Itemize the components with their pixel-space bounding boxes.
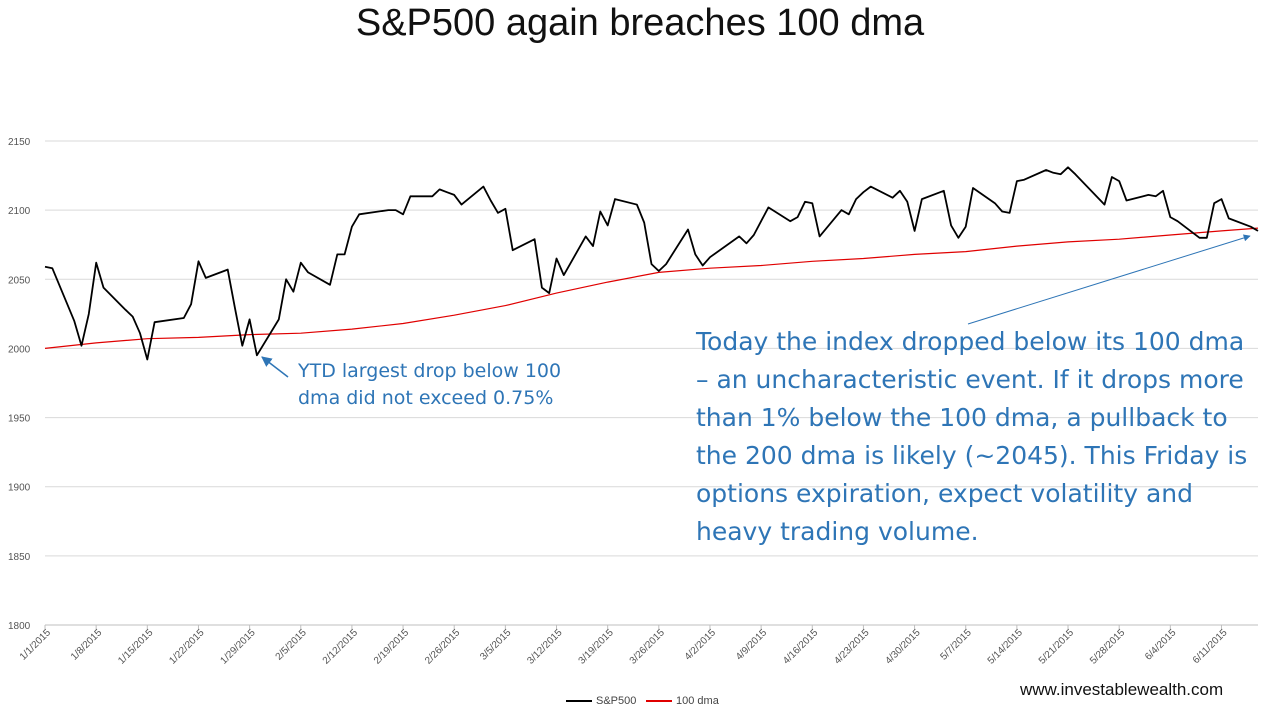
series-lines — [44, 166, 1259, 361]
y-tick-label: 2050 — [8, 275, 31, 286]
y-tick-label: 2000 — [8, 344, 31, 355]
x-tick-labels: 1/1/2015 1/8/2015 1/15/2015 1/22/2015 1/29/2… — [18, 625, 1230, 667]
legend-label-sp500: S&P500 — [596, 695, 637, 707]
x-tick-label: 1/29/2015 — [218, 627, 258, 667]
x-tick-label: 3/5/2015 — [478, 627, 514, 663]
x-tick-label: 3/12/2015 — [525, 627, 565, 667]
x-tick-label: 2/12/2015 — [321, 627, 361, 667]
website-url: www.investablewealth.com — [1020, 680, 1224, 699]
x-tick-label: 4/30/2015 — [883, 627, 923, 667]
y-tick-label: 1950 — [8, 414, 31, 425]
annotation-today: Today the index dropped below its 100 dm… — [696, 327, 1248, 546]
x-tick-label: 6/4/2015 — [1143, 627, 1179, 663]
x-tick-label: 3/26/2015 — [628, 627, 668, 667]
y-tick-label: 1850 — [8, 552, 31, 563]
x-tick-label: 2/5/2015 — [274, 627, 310, 663]
x-tick-label: 1/22/2015 — [167, 627, 207, 667]
x-tick-label: 1/8/2015 — [69, 627, 105, 663]
series-line-sp500 — [44, 166, 1259, 361]
y-tick-label: 2100 — [8, 206, 31, 217]
x-tick-label: 4/2/2015 — [683, 627, 719, 663]
legend-swatch-100dma — [646, 700, 672, 702]
gridlines — [45, 140, 1258, 626]
series-line-100dma — [44, 227, 1259, 349]
annotation-arrow-left — [261, 356, 289, 378]
legend-item-100dma: 100 dma — [646, 693, 719, 709]
y-tick-labels: 1800 1850 1900 1950 2000 2050 2100 2150 — [8, 137, 31, 632]
annotation-ytd-drop: YTD largest drop below 100 dma did not e… — [298, 360, 562, 409]
annotation-arrows — [261, 234, 1251, 378]
x-tick-label: 4/16/2015 — [781, 627, 821, 667]
x-tick-label: 5/21/2015 — [1037, 627, 1077, 667]
y-tick-label: 1900 — [8, 483, 31, 494]
y-tick-label: 2150 — [8, 137, 31, 148]
x-tick-label: 1/1/2015 — [18, 627, 54, 663]
x-tick-label: 3/19/2015 — [577, 627, 617, 667]
legend-swatch-sp500 — [566, 700, 592, 702]
legend-item-sp500: S&P500 — [566, 693, 636, 709]
x-tick-label: 5/7/2015 — [939, 627, 975, 663]
x-tick-label: 4/23/2015 — [832, 627, 872, 667]
x-tick-label: 5/14/2015 — [986, 627, 1026, 667]
x-tick-label: 1/15/2015 — [116, 627, 156, 667]
chart-title: S&P500 again breaches 100 dma — [355, 2, 925, 44]
x-tick-label: 5/28/2015 — [1088, 627, 1128, 667]
annotation-arrow-right — [967, 234, 1251, 325]
legend-label-100dma: 100 dma — [676, 695, 719, 707]
x-tick-label: 2/19/2015 — [372, 627, 412, 667]
y-tick-label: 1800 — [8, 621, 31, 632]
x-tick-label: 6/11/2015 — [1191, 627, 1230, 666]
x-tick-label: 4/9/2015 — [734, 627, 770, 663]
x-tick-label: 2/26/2015 — [423, 627, 463, 667]
